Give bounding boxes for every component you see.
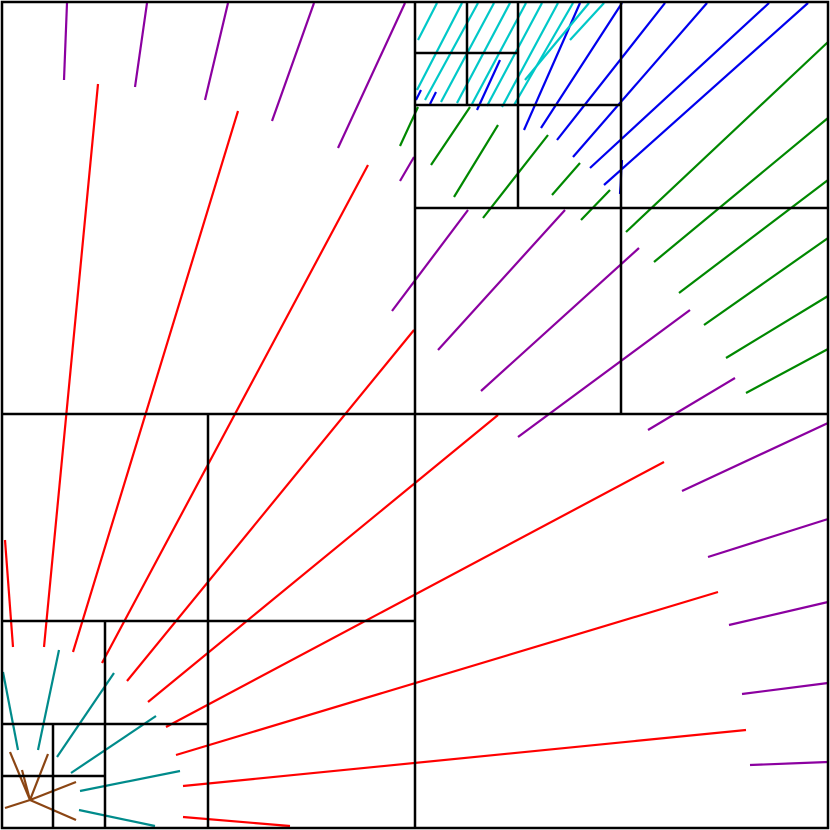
cyan-rays <box>416 2 605 108</box>
purple-rays <box>62 2 829 767</box>
brown-rays <box>4 751 77 822</box>
green-rays <box>399 41 829 394</box>
red-rays <box>3 83 747 828</box>
